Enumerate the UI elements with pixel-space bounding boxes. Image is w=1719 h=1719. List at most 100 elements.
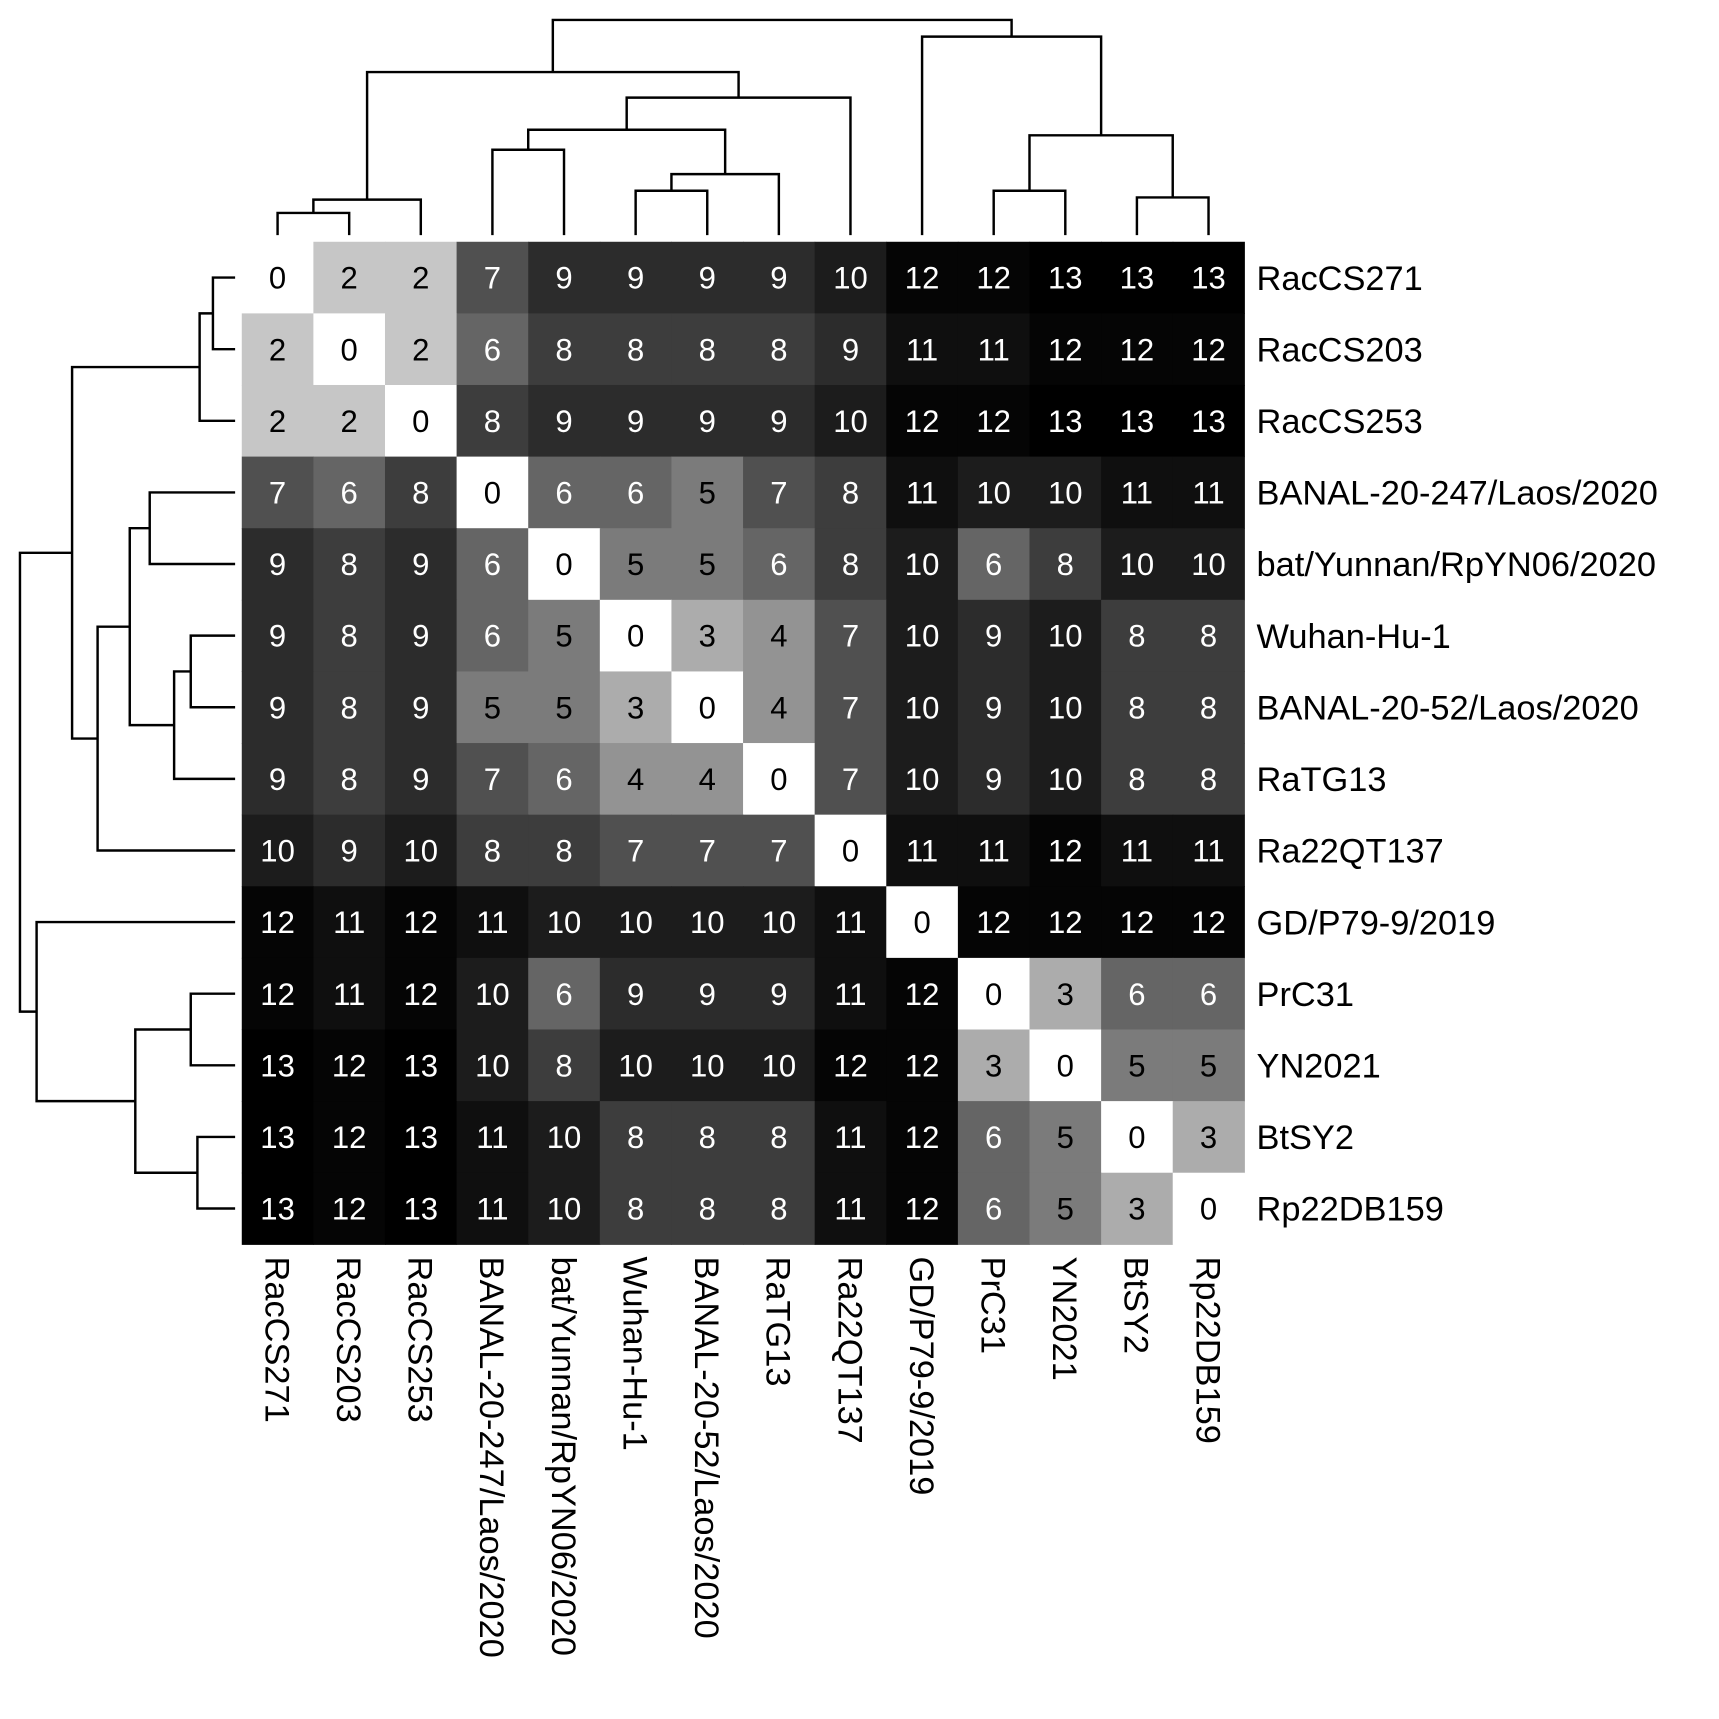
heatmap-cell <box>671 384 744 458</box>
cell-value-label: 10 <box>1048 476 1083 511</box>
cell-value-label: 10 <box>976 476 1011 511</box>
heatmap-cell <box>1172 1101 1245 1174</box>
heatmap-cell <box>814 313 887 386</box>
cell-value-label: 11 <box>1121 834 1153 869</box>
cell-value-label: 0 <box>341 332 358 367</box>
heatmap-cell <box>1101 671 1174 744</box>
heatmap-cell <box>528 886 601 959</box>
cell-value-label: 0 <box>842 834 859 869</box>
heatmap-cell <box>313 814 386 887</box>
cell-value-label: 3 <box>1057 977 1074 1012</box>
cell-value-label: 2 <box>412 261 429 296</box>
cell-value-label: 10 <box>475 1048 510 1083</box>
heatmap-cell <box>1101 1101 1174 1174</box>
cell-value-label: 0 <box>1128 1120 1145 1155</box>
cell-value-label: 11 <box>906 834 938 869</box>
cell-value-label: 5 <box>699 476 716 511</box>
heatmap-cell <box>1029 1029 1102 1102</box>
heatmap-cell <box>743 886 816 959</box>
cell-value-label: 3 <box>1200 1120 1217 1155</box>
heatmap-cell <box>599 599 672 672</box>
cell-value-label: 12 <box>404 977 439 1012</box>
row-label: RaTG13 <box>1257 761 1387 799</box>
column-label: GD/P79-9/2019 <box>902 1257 940 1496</box>
cell-value-label: 0 <box>1200 1192 1217 1227</box>
heatmap-cell <box>1029 313 1102 386</box>
heatmap-cell <box>241 599 314 672</box>
column-label: RaTG13 <box>759 1257 797 1387</box>
cell-value-label: 0 <box>1057 1048 1074 1083</box>
heatmap-cell <box>456 456 529 529</box>
cell-value-label: 8 <box>555 1048 572 1083</box>
heatmap-cell <box>1101 599 1174 672</box>
cell-value-label: 6 <box>985 1192 1002 1227</box>
heatmap-cell <box>528 814 601 887</box>
heatmap-cell <box>814 1172 887 1245</box>
cell-value-label: 8 <box>627 1120 644 1155</box>
cell-value-label: 6 <box>985 1120 1002 1155</box>
column-label: RacCS203 <box>329 1257 367 1423</box>
heatmap-cell <box>1029 743 1102 816</box>
heatmap-cell <box>384 241 458 314</box>
heatmap-cell <box>671 528 744 601</box>
row-dendrogram-branch <box>198 312 236 423</box>
cell-value-label: 13 <box>1048 404 1083 439</box>
heatmap-cell <box>599 886 672 959</box>
heatmap-cell <box>1172 957 1245 1031</box>
heatmap-cell <box>886 1101 959 1174</box>
cell-value-label: 8 <box>699 1120 716 1155</box>
cell-value-label: 11 <box>333 977 365 1012</box>
heatmap-cell <box>1029 528 1102 601</box>
cell-value-label: 8 <box>770 1192 787 1227</box>
heatmap-cell <box>241 814 314 887</box>
cell-value-label: 12 <box>905 1048 940 1083</box>
heatmap-cell <box>886 814 959 887</box>
cell-value-label: 8 <box>1128 762 1145 797</box>
cell-value-label: 0 <box>484 476 501 511</box>
row-label: Ra22QT137 <box>1257 833 1444 871</box>
heatmap-cell <box>384 671 458 744</box>
heatmap-cell <box>1101 743 1174 816</box>
cell-value-label: 9 <box>985 619 1002 654</box>
cell-value-label: 10 <box>1191 547 1226 582</box>
cell-value-label: 6 <box>1128 977 1145 1012</box>
cell-value-label: 10 <box>404 834 439 869</box>
cell-value-label: 10 <box>690 1048 725 1083</box>
row-label: Rp22DB159 <box>1257 1191 1444 1229</box>
heatmap-cell <box>313 241 386 314</box>
heatmap-cell <box>886 886 959 959</box>
cell-value-label: 12 <box>1120 332 1155 367</box>
heatmap-cell <box>957 1172 1031 1245</box>
cell-value-label: 13 <box>260 1048 295 1083</box>
column-dendrogram-branch <box>551 18 1013 73</box>
heatmap-cell <box>384 599 458 672</box>
heatmap-cell <box>313 886 386 959</box>
heatmap-cell <box>384 814 458 887</box>
heatmap-cell <box>456 671 529 744</box>
cell-value-label: 11 <box>834 1192 866 1227</box>
heatmap-cell <box>528 599 601 672</box>
cell-value-label: 12 <box>1120 905 1155 940</box>
cell-value-label: 10 <box>547 1120 582 1155</box>
cell-value-label: 2 <box>341 404 358 439</box>
cell-value-label: 10 <box>833 404 868 439</box>
heatmap-cell <box>814 1101 887 1174</box>
cell-value-label: 9 <box>770 404 787 439</box>
heatmap-cell <box>1029 1172 1102 1245</box>
cell-value-label: 12 <box>976 905 1011 940</box>
cell-value-label: 8 <box>341 762 358 797</box>
heatmap-cell <box>1029 671 1102 744</box>
heatmap-cell <box>313 384 386 458</box>
heatmap-cell <box>384 313 458 386</box>
cell-value-label: 9 <box>627 977 644 1012</box>
heatmap-cell <box>313 1172 386 1245</box>
cell-value-label: 6 <box>555 977 572 1012</box>
cell-value-label: 12 <box>1048 834 1083 869</box>
cell-value-label: 5 <box>484 690 501 725</box>
heatmap-cell <box>599 456 672 529</box>
heatmap-cell <box>456 886 529 959</box>
heatmap-cell <box>743 743 816 816</box>
cell-value-label: 6 <box>555 476 572 511</box>
heatmap-cell <box>241 1172 314 1245</box>
